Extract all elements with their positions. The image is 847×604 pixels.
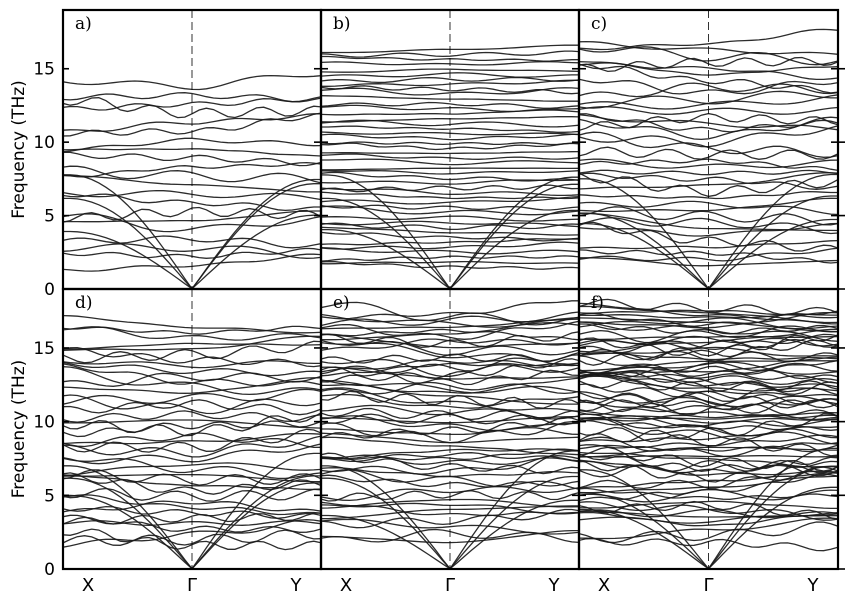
band-line: [579, 305, 838, 324]
band-line: [321, 452, 579, 463]
band-line: [579, 446, 838, 472]
band-line: [321, 241, 579, 250]
band-line: [321, 485, 579, 502]
band-line: [579, 62, 838, 81]
x-tick-label: Γ: [187, 575, 197, 596]
band-line: [579, 172, 838, 190]
band-line: [579, 391, 838, 417]
x-tick-label: Γ: [445, 575, 455, 596]
bands-layer: [63, 28, 838, 569]
x-tick-label: X: [598, 575, 610, 596]
y-tick-label: 10: [33, 133, 55, 153]
band-line: [63, 377, 321, 394]
panel-label: b): [333, 14, 351, 34]
band-line: [63, 419, 321, 429]
x-tick-label: Y: [290, 575, 303, 596]
band-line: [63, 363, 321, 387]
band-line: [321, 101, 579, 109]
band-line: [579, 247, 838, 262]
band-line: [579, 473, 838, 502]
band-line: [579, 221, 838, 252]
band-line: [321, 421, 579, 444]
y-tick-label: 15: [33, 60, 55, 80]
band-line: [321, 313, 579, 328]
panel-label: f): [591, 293, 604, 313]
band-line: [63, 500, 321, 513]
y-axis-title: Frequency (THz): [9, 360, 29, 499]
band-line: [321, 68, 579, 73]
band-line: [321, 125, 579, 133]
x-tick-label: Y: [807, 575, 820, 596]
band-line: [321, 76, 579, 84]
band-line: [579, 222, 838, 237]
x-tick-label: Γ: [703, 575, 713, 596]
band-line: [63, 92, 321, 103]
band-line: [63, 137, 321, 153]
band-line: [321, 220, 579, 228]
band-line: [579, 239, 838, 250]
band-line: [321, 317, 579, 341]
y-tick-label: 5: [44, 207, 55, 227]
y-tick-label: 10: [33, 413, 55, 433]
band-line: [321, 393, 579, 409]
band-line: [579, 369, 838, 396]
band-line: [579, 90, 838, 109]
guides-layer: [191, 10, 709, 569]
band-line: [579, 197, 838, 213]
y-tick-label: 0: [44, 280, 55, 300]
band-line: [579, 309, 838, 319]
band-line: [579, 169, 838, 176]
band-line: [321, 158, 579, 166]
band-line: [579, 455, 838, 458]
band-line: [321, 184, 579, 193]
band-line: [321, 133, 579, 141]
band-line: [63, 435, 321, 458]
band-line: [579, 398, 838, 416]
band-line: [579, 349, 838, 363]
panel-label: c): [591, 14, 607, 34]
band-line: [579, 206, 838, 226]
frames-layer: [61, 8, 845, 571]
band-line: [321, 191, 579, 200]
band-line: [321, 50, 579, 58]
band-line: [321, 150, 579, 155]
y-axis-title: Frequency (THz): [9, 80, 29, 219]
panel-frame: [577, 287, 840, 571]
band-line: [63, 361, 321, 377]
band-line: [63, 388, 321, 405]
band-line: [63, 335, 321, 351]
band-line: [321, 205, 579, 216]
band-line: [63, 325, 321, 335]
panel-label: a): [75, 14, 92, 34]
panel-label: e): [333, 293, 350, 313]
band-line: [321, 87, 579, 96]
band-line: [321, 231, 579, 242]
x-tick-label: X: [340, 575, 352, 596]
band-line: [579, 28, 838, 51]
x-tick-label: Y: [548, 575, 561, 596]
band-line: [579, 381, 838, 404]
band-line: [321, 85, 579, 95]
band-line: [321, 260, 579, 265]
band-line: [579, 472, 838, 489]
y-tick-label: 5: [44, 486, 55, 506]
band-line: [321, 518, 579, 535]
x-tick-label: X: [82, 575, 94, 596]
band-line: [579, 158, 838, 169]
panel-label: d): [75, 293, 93, 313]
y-tick-label: 15: [33, 339, 55, 359]
band-line: [321, 300, 579, 320]
band-line: [579, 399, 838, 416]
band-line: [579, 414, 838, 422]
band-line: [579, 298, 838, 316]
band-line: [63, 96, 321, 111]
y-tick-label: 0: [44, 560, 55, 580]
band-line: [579, 500, 838, 510]
band-line: [579, 521, 838, 544]
